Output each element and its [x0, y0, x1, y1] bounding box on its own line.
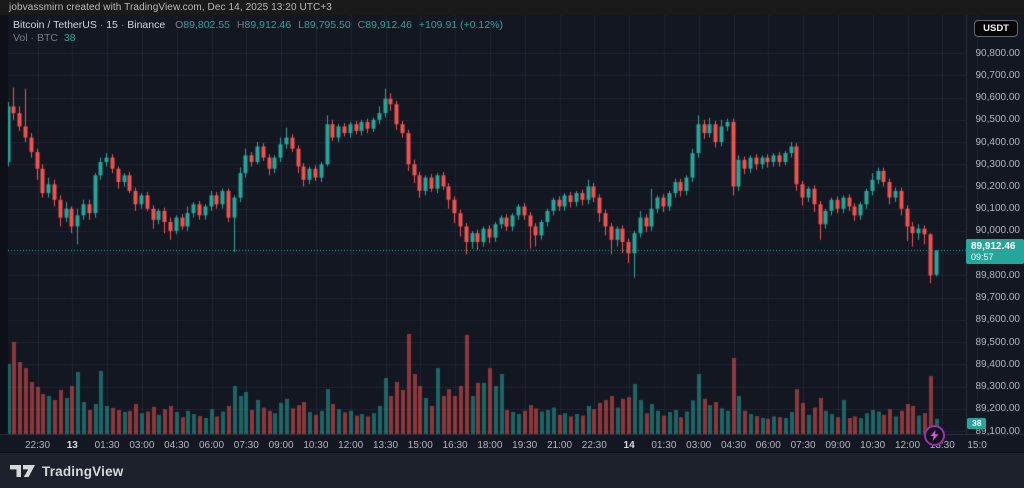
time-tick-label: 01:30	[651, 440, 677, 451]
lightning-bolt-icon	[930, 430, 939, 441]
time-tick-label: 04:30	[720, 440, 747, 451]
last-price-label: 89,912.46 09:57	[966, 238, 1024, 264]
time-tick-label: 14	[623, 440, 635, 451]
time-tick-label: 22:30	[24, 440, 51, 451]
price-tick-label: 90,000.00	[975, 225, 1021, 237]
open-value: 89,802.55	[183, 19, 230, 31]
time-tick-label: 07:30	[790, 440, 816, 451]
exchange-name: Binance	[127, 19, 166, 31]
close-label: C	[357, 19, 366, 31]
time-tick-label: 07:30	[233, 440, 259, 451]
price-tick-label: 89,300.00	[975, 381, 1021, 393]
open-label: O	[175, 19, 184, 31]
chart-area[interactable]: Bitcoin / TetherUS · 15 · Binance O89,80…	[0, 15, 1024, 452]
price-tick-label: 89,400.00	[975, 358, 1021, 370]
symbol-title[interactable]: Bitcoin / TetherUS	[13, 19, 97, 31]
time-tick-label: 04:30	[164, 440, 190, 451]
footer-bar: TradingView	[0, 452, 1024, 488]
time-tick-label: 16:30	[442, 440, 468, 451]
time-tick-label: 13	[66, 440, 78, 451]
attribution-bar: jobvassmirn created with TradingView.com…	[0, 0, 1024, 15]
time-tick-label: 03:00	[686, 440, 712, 451]
price-tick-label: 89,200.00	[975, 403, 1021, 415]
time-tick-label: 10:30	[860, 440, 886, 451]
time-tick-label: 01:30	[94, 440, 120, 451]
volume-unit: BTC	[36, 32, 58, 44]
price-tick-label: 90,100.00	[975, 203, 1021, 215]
volume-row: Vol · BTC 38	[13, 32, 76, 44]
time-tick-label: 10:30	[303, 440, 329, 451]
time-tick-label: 21:00	[546, 440, 573, 451]
price-tick-label: 90,800.00	[975, 47, 1021, 59]
high-value: 89,912.46	[244, 19, 292, 31]
interval-value[interactable]: 15	[106, 19, 118, 31]
low-value: 89,795.50	[304, 19, 351, 31]
high-label: H	[236, 19, 245, 31]
last-price-value: 89,912.46	[971, 240, 1016, 252]
time-tick-label: 06:00	[198, 440, 225, 451]
close-value: 89,912.46	[365, 19, 412, 31]
tradingview-logo-link[interactable]: TradingView	[10, 463, 123, 479]
tradingview-logo-icon	[10, 465, 35, 477]
time-tick-label: 15:00	[407, 440, 433, 451]
price-tick-label: 89,600.00	[975, 314, 1021, 326]
time-tick-label: 12:00	[338, 440, 364, 451]
price-tick-label: 89,500.00	[975, 336, 1021, 348]
time-tick-label: 13:30	[372, 440, 399, 451]
price-tick-label: 90,300.00	[975, 158, 1021, 170]
time-tick-label: 18:00	[477, 440, 503, 451]
bar-countdown: 09:57	[971, 251, 994, 262]
time-tick-label: 22:30	[581, 440, 607, 451]
volume-axis-badge: 38	[967, 418, 987, 429]
candlestick-canvas[interactable]	[0, 15, 1024, 452]
low-label: L	[298, 19, 304, 31]
time-tick-label: 09:00	[268, 440, 294, 451]
price-tick-label: 90,700.00	[975, 69, 1021, 81]
time-tick-label: 12:00	[894, 440, 921, 451]
separator: ·	[120, 19, 125, 31]
separator: ·	[99, 19, 104, 31]
boost-icon[interactable]	[924, 425, 945, 446]
time-tick-label: 03:00	[129, 440, 155, 451]
separator: ·	[30, 32, 35, 44]
currency-toggle-button[interactable]: USDT	[974, 20, 1018, 37]
change-value: +109.91 (+0.12%)	[418, 19, 503, 31]
volume-value: 38	[63, 32, 76, 44]
time-tick-label: 19:30	[512, 440, 538, 451]
price-tick-label: 90,400.00	[975, 136, 1021, 148]
symbol-header: Bitcoin / TetherUS · 15 · Binance O89,80…	[13, 19, 503, 31]
time-tick-label: 15:0	[967, 440, 987, 451]
time-tick-label: 09:00	[825, 440, 851, 451]
time-tick-label: 06:00	[755, 440, 781, 451]
price-tick-label: 90,600.00	[975, 92, 1021, 104]
price-tick-label: 89,700.00	[975, 292, 1021, 304]
price-tick-label: 90,200.00	[975, 180, 1021, 192]
price-tick-label: 89,800.00	[975, 269, 1021, 281]
attribution-text: jobvassmirn created with TradingView.com…	[9, 2, 332, 13]
tradingview-brand-text: TradingView	[42, 463, 124, 479]
time-tick-label: 13:30	[929, 440, 955, 451]
price-tick-label: 90,500.00	[975, 114, 1021, 126]
volume-label: Vol	[13, 32, 28, 44]
price-tick-label: 89,100.00	[975, 425, 1021, 437]
